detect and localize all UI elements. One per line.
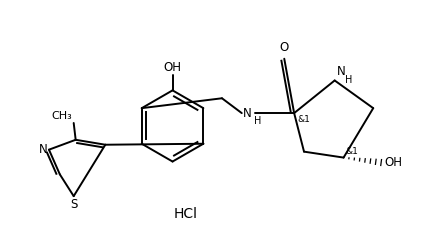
Text: OH: OH <box>384 156 402 169</box>
Text: H: H <box>345 76 352 86</box>
Text: N: N <box>337 66 345 78</box>
Text: H: H <box>253 116 261 126</box>
Text: O: O <box>280 41 289 54</box>
Text: N: N <box>243 107 252 120</box>
Text: S: S <box>70 198 77 211</box>
Text: N: N <box>39 143 48 156</box>
Text: CH₃: CH₃ <box>51 111 72 121</box>
Text: HCl: HCl <box>173 207 198 221</box>
Text: &1: &1 <box>297 115 310 124</box>
Text: OH: OH <box>164 61 182 74</box>
Text: &1: &1 <box>345 147 359 156</box>
